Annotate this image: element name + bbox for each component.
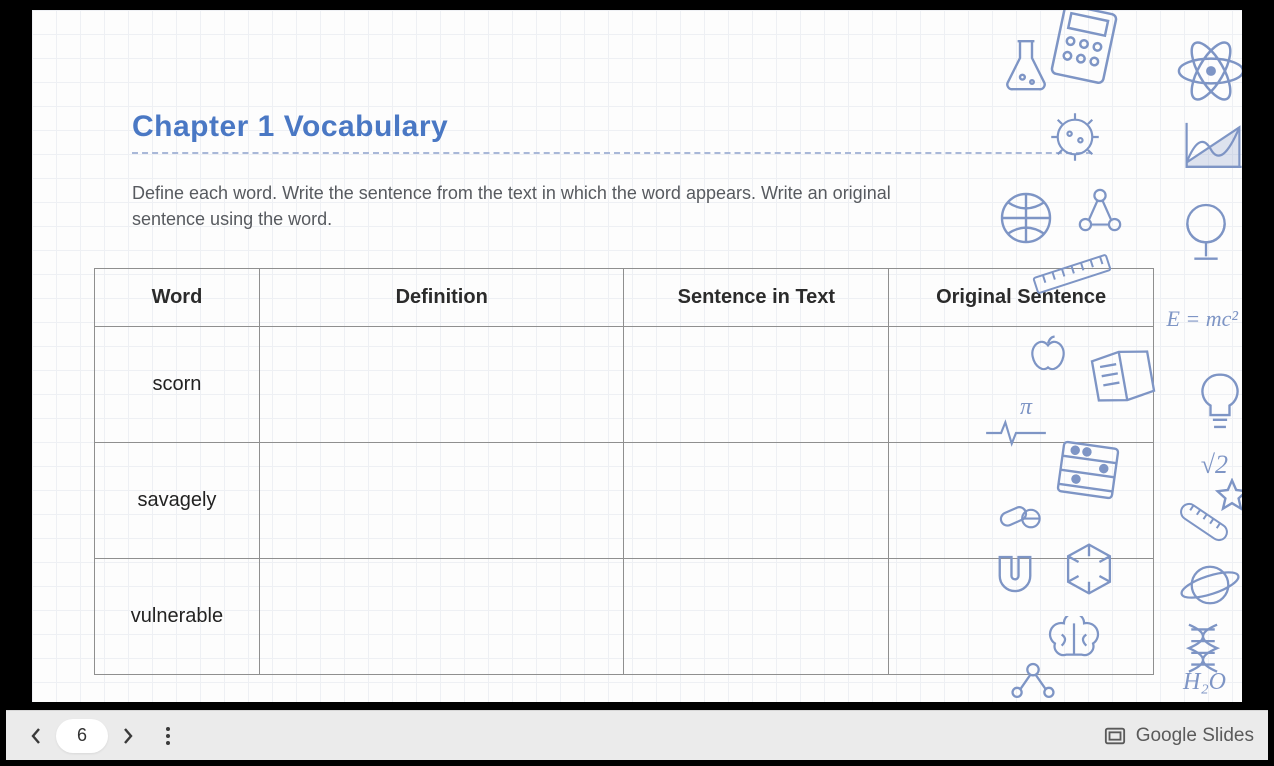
table-header-row: Word Definition Sentence in Text Origina… [95,269,1154,327]
slide-content: Chapter 1 Vocabulary Define each word. W… [132,110,1102,675]
table-row: scorn [95,327,1154,443]
dna-icon [1180,620,1226,674]
planet-icon [1178,558,1242,612]
formula-h2o: H₂O [1183,669,1226,696]
dot-icon [166,741,170,745]
control-bar: 6 Google Slides [6,710,1268,760]
globe-stand-icon [1176,198,1236,268]
cell-sentence [624,443,889,559]
cell-definition [259,327,624,443]
cell-definition [259,443,624,559]
cell-definition [259,559,624,675]
calculator-icon [1044,10,1123,90]
protractor-icon [1174,496,1234,547]
chevron-left-icon [29,727,43,745]
vocabulary-table: Word Definition Sentence in Text Origina… [94,268,1154,675]
cell-sentence [624,559,889,675]
next-slide-button[interactable] [112,720,144,752]
cell-word: scorn [95,327,260,443]
chart-icon [1180,118,1242,174]
col-original: Original Sentence [889,269,1154,327]
formula-sqrt2: √2 [1201,450,1228,480]
atom-icon [1174,34,1242,108]
star-icon [1214,478,1242,514]
slide-instructions: Define each word. Write the sentence fro… [132,180,892,232]
cell-word: savagely [95,443,260,559]
chevron-right-icon [121,727,135,745]
page-number: 6 [77,725,87,746]
col-word: Word [95,269,260,327]
brand-label: Google Slides [1136,725,1254,747]
table-row: savagely [95,443,1154,559]
cell-original [889,327,1154,443]
cell-original [889,443,1154,559]
more-options-button[interactable] [152,720,184,752]
col-sentence: Sentence in Text [624,269,889,327]
prev-slide-button[interactable] [20,720,52,752]
slide: Chapter 1 Vocabulary Define each word. W… [32,10,1242,702]
dot-icon [166,734,170,738]
formula-emc2: E = mc² [1166,306,1238,332]
open-google-slides-button[interactable]: Google Slides [1104,725,1254,747]
dot-icon [166,727,170,731]
col-definition: Definition [259,269,624,327]
lightbulb-icon [1196,370,1242,434]
cell-sentence [624,327,889,443]
presentation-stage: Chapter 1 Vocabulary Define each word. W… [6,6,1268,706]
cell-word: vulnerable [95,559,260,675]
table-row: vulnerable [95,559,1154,675]
page-number-pill[interactable]: 6 [56,719,108,753]
slides-icon [1104,726,1126,746]
beaker-icon [996,34,1056,94]
slide-title: Chapter 1 Vocabulary [132,110,1102,144]
cell-original [889,559,1154,675]
title-underline [132,152,1092,154]
